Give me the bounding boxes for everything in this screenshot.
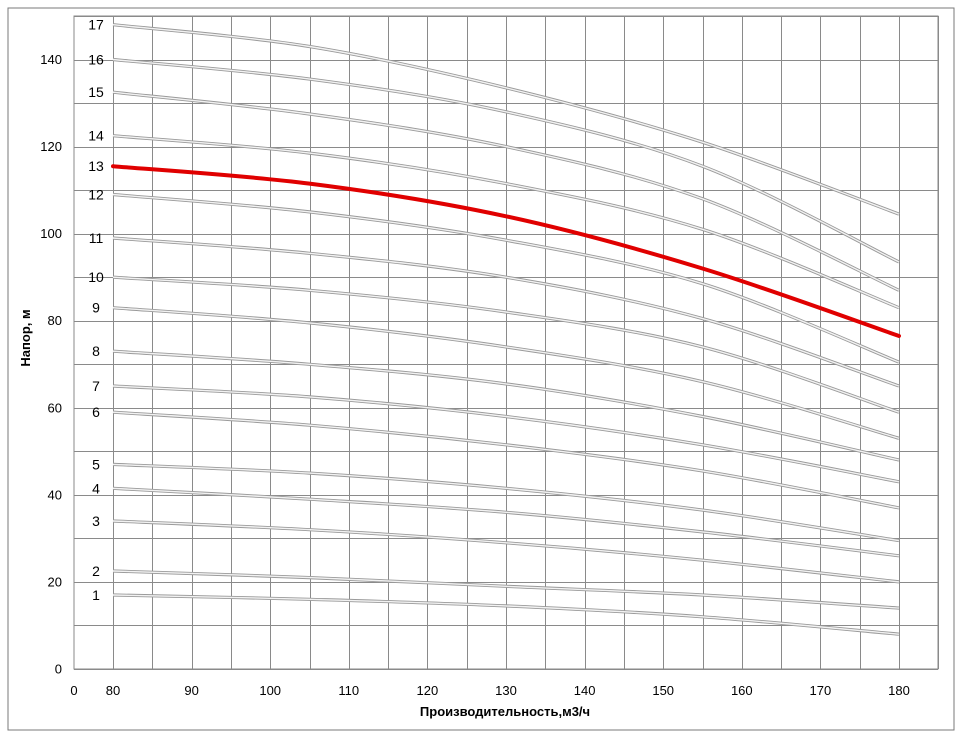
curve-label-5: 5 — [92, 456, 100, 472]
curve-label-17: 17 — [88, 17, 104, 33]
curve-4 — [112, 487, 900, 557]
curve-1 — [112, 594, 900, 635]
curve-label-8: 8 — [92, 343, 100, 359]
y-tick-label: 20 — [48, 574, 62, 589]
curve-label-14: 14 — [88, 128, 104, 144]
curve-16 — [112, 58, 900, 263]
y-tick-label: 0 — [55, 662, 62, 677]
x-tick-label: 80 — [106, 683, 120, 698]
tick-labels: 0 80 90 100 110 120 130 140 150 160 170 18002040608… — [40, 52, 910, 698]
curve-label-11: 11 — [89, 230, 104, 246]
x-tick-label: 150 — [652, 683, 674, 698]
curve-8 — [112, 350, 900, 461]
curves — [111, 23, 901, 636]
y-tick-label: 120 — [40, 139, 62, 154]
y-tick-label: 100 — [40, 226, 62, 241]
curve-label-6: 6 — [92, 404, 100, 420]
curve-15 — [112, 91, 900, 291]
curve-9 — [112, 307, 900, 439]
x-tick-label: 130 — [495, 683, 517, 698]
curve-14 — [112, 135, 900, 309]
curve-label-7: 7 — [92, 378, 100, 394]
x-tick-label: 0 — [70, 683, 77, 698]
y-axis-title: Напор, м — [18, 309, 33, 366]
curve-2 — [112, 570, 900, 609]
y-tick-label: 140 — [40, 52, 62, 67]
x-axis-title: Производительность,м3/ч — [420, 704, 590, 719]
curve-label-12: 12 — [88, 186, 104, 202]
curve-5 — [112, 463, 900, 542]
curve-10 — [112, 276, 900, 413]
x-tick-label: 160 — [731, 683, 753, 698]
y-tick-label: 40 — [48, 487, 62, 502]
chart-frame — [7, 7, 955, 731]
curve-11 — [112, 237, 900, 387]
y-tick-label: 60 — [48, 400, 62, 415]
curve-label-13: 13 — [88, 158, 104, 174]
curve-label-1: 1 — [92, 587, 100, 603]
x-tick-label: 180 — [888, 683, 910, 698]
curve-13-highlighted — [111, 164, 901, 338]
curve-label-15: 15 — [88, 84, 104, 100]
curve-label-2: 2 — [92, 563, 100, 579]
curve-6 — [112, 411, 900, 509]
curve-3 — [112, 520, 900, 583]
x-tick-label: 120 — [417, 683, 439, 698]
curve-12 — [112, 193, 900, 363]
curve-17 — [112, 24, 900, 215]
x-tick-label: 90 — [184, 683, 198, 698]
x-tick-label: 110 — [338, 683, 359, 698]
curve-label-10: 10 — [88, 269, 104, 285]
y-tick-label: 80 — [48, 313, 62, 328]
x-tick-label: 100 — [259, 683, 281, 698]
x-tick-label: 170 — [810, 683, 832, 698]
curve-label-16: 16 — [88, 52, 104, 68]
curve-label-4: 4 — [92, 480, 100, 496]
curve-label-9: 9 — [92, 300, 100, 316]
x-tick-label: 140 — [574, 683, 596, 698]
curve-label-3: 3 — [92, 513, 100, 529]
curve-7 — [112, 385, 900, 483]
